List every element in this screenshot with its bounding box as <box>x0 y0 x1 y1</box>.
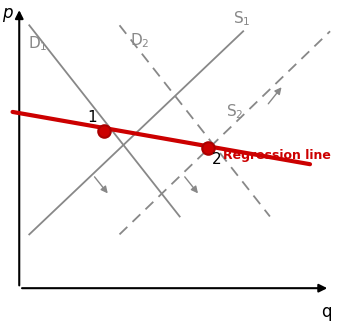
Text: S$_1$: S$_1$ <box>233 10 251 28</box>
Text: 1: 1 <box>88 110 97 125</box>
Text: p: p <box>2 4 13 22</box>
Text: D$_2$: D$_2$ <box>130 31 149 50</box>
Text: 2: 2 <box>211 152 221 167</box>
Text: Regression line: Regression line <box>223 149 331 162</box>
Text: S$_2$: S$_2$ <box>227 102 244 121</box>
Text: D$_1$: D$_1$ <box>28 34 47 53</box>
Text: q: q <box>322 303 332 321</box>
